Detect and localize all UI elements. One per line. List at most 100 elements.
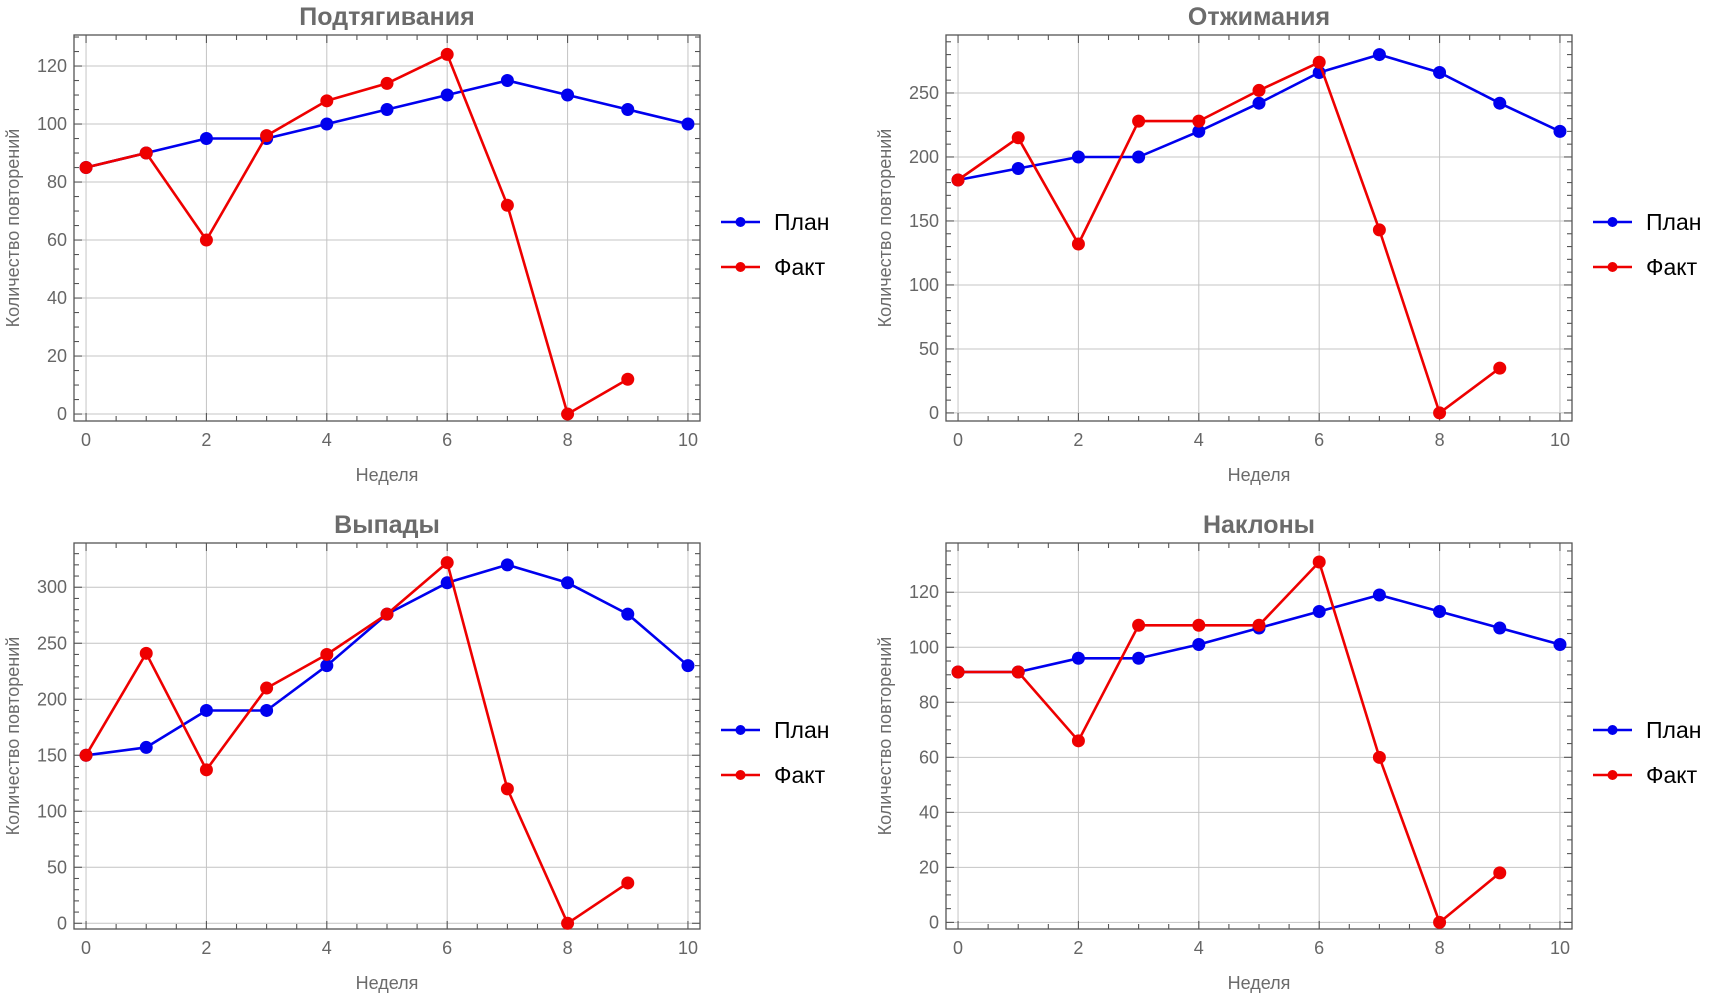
legend-item-fact: Факт [721,762,826,788]
legend: План Факт [721,717,829,788]
legend-swatch-marker [1607,770,1618,780]
data-point [1252,83,1266,97]
data-point [1553,124,1567,138]
y-tick-label: 80 [47,172,67,192]
data-point [1312,55,1326,69]
axis-ticks [946,35,1572,421]
series-fact [951,555,1507,929]
data-point [1493,96,1507,110]
data-point [1433,915,1447,929]
data-point [1372,588,1386,602]
legend-swatch-marker [735,217,746,227]
data-point [440,88,454,102]
legend-item-fact: Факт [1593,762,1698,788]
data-point [1372,223,1386,237]
y-tick-label: 0 [57,913,67,933]
x-tick-label: 0 [953,430,963,450]
data-point [621,876,635,890]
legend-label: Факт [774,762,826,788]
data-point [500,782,514,796]
y-tick-label: 0 [929,912,939,932]
data-point [621,372,635,386]
data-point [1433,65,1447,79]
series-line [958,560,1501,924]
data-point [500,74,514,88]
y-tick-label: 200 [37,689,67,709]
y-tick-label: 300 [37,577,67,597]
y-tick-label: 20 [919,857,939,877]
x-tick-label: 8 [1435,938,1445,958]
grid [74,543,700,929]
y-axis-label: Количество повторений [3,129,23,328]
legend-item-fact: Факт [721,254,826,280]
x-tick-label: 0 [953,938,963,958]
plot-frame [73,542,701,930]
legend: План Факт [721,209,829,280]
grid [74,35,700,421]
data-point [139,146,153,160]
x-tick-label: 6 [1314,430,1324,450]
legend-label: План [774,717,829,743]
data-point [1372,750,1386,764]
data-point [621,607,635,621]
data-point [1011,131,1025,145]
data-point [1433,406,1447,420]
data-point [561,916,575,930]
data-point [1493,361,1507,375]
x-tick-label: 6 [442,430,452,450]
data-point [1192,618,1206,632]
data-point [1132,150,1146,164]
y-tick-label: 100 [909,637,939,657]
chart-title: Наклоны [1203,511,1315,539]
x-tick-label: 6 [442,938,452,958]
x-tick-label: 8 [563,938,573,958]
y-tick-label: 200 [909,147,939,167]
data-point [1493,621,1507,635]
data-point [1493,866,1507,880]
data-point [1553,638,1567,652]
data-point [621,103,635,117]
data-point [1011,161,1025,175]
data-point [1132,651,1146,665]
data-point [561,407,575,421]
legend-swatch-marker [1607,217,1618,227]
chart-title: Подтягивания [299,3,474,31]
y-tick-label: 20 [47,346,67,366]
data-point [260,681,274,695]
y-axis-label: Количество повторений [3,637,23,836]
data-point [1192,638,1206,652]
x-tick-label: 4 [1194,430,1204,450]
data-point [380,76,394,90]
data-point [1132,114,1146,128]
data-point [1312,605,1326,619]
x-tick-label: 2 [201,430,211,450]
y-axis-label: Количество повторений [875,129,895,328]
data-point [1071,734,1085,748]
chart-title: Отжимания [1188,3,1330,31]
legend-label: Факт [1646,254,1698,280]
chart-panel-2: 0 2 4 6 8 10050100150200250ОтжиманияНеделяКол… [875,3,1701,485]
chart-panel-4: 0 2 4 6 8 10020406080100120НаклоныНеделяКолич… [875,511,1701,993]
data-point [440,47,454,61]
legend-item-plan: План [721,717,829,743]
y-tick-label: 150 [909,211,939,231]
legend-item-plan: План [1593,717,1701,743]
chart-panel-1: 0 2 4 6 8 10020406080100120ПодтягиванияНеделя… [3,3,829,485]
chart-title: Выпады [334,511,440,539]
data-point [681,659,695,673]
legend-label: План [774,209,829,235]
data-point [1192,114,1206,128]
legend-item-plan: План [1593,209,1701,235]
legend-swatch-marker [735,725,746,735]
y-tick-label: 0 [57,404,67,424]
axis-ticks [946,543,1572,929]
x-tick-label: 10 [678,938,698,958]
y-tick-label: 40 [919,802,939,822]
y-tick-label: 100 [37,114,67,134]
legend-item-fact: Факт [1593,254,1698,280]
axis-ticks [74,543,700,929]
y-tick-label: 120 [909,582,939,602]
x-tick-label: 0 [81,430,91,450]
y-tick-label: 250 [909,83,939,103]
x-tick-label: 8 [563,430,573,450]
